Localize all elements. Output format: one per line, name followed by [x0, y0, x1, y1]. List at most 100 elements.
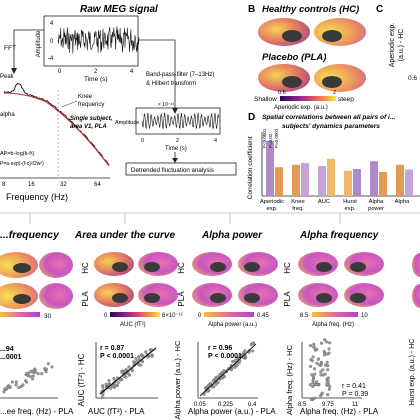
freq-xlabel: Alpha freq. (Hz) - PLA	[300, 407, 379, 416]
freq-pla-label: PLA	[283, 291, 292, 307]
power-brain-pla-left	[192, 283, 232, 307]
scatter-point	[202, 392, 206, 396]
scatter-point	[107, 378, 111, 383]
freq-cb-min: 8.5	[300, 313, 309, 319]
raw-time-tick-0: 0	[58, 69, 62, 75]
scatter-point	[235, 356, 239, 360]
auc-brain-pla-right	[138, 283, 178, 307]
raw-time-label: Time (s)	[84, 76, 108, 83]
scatter-point	[309, 344, 313, 348]
scatter-point	[10, 380, 14, 384]
annotation-p3: P=0.0001	[274, 128, 279, 148]
scatter-point	[310, 359, 314, 363]
power-r: r = 0.96	[208, 345, 232, 352]
scatter-point	[308, 383, 312, 387]
bandpass-label: Band-pass-filter (7–13Hz)	[146, 72, 214, 78]
scatter-point	[215, 375, 219, 379]
scatter-point	[321, 368, 325, 372]
panel-c-letter: C	[376, 4, 383, 15]
auc-brain-hc-right	[138, 252, 178, 276]
pla-brain-left	[258, 64, 310, 92]
correlation-bar	[353, 169, 361, 196]
power-cb-label: Alpha power (a.u.)	[208, 322, 257, 328]
peak-label: Peak	[0, 74, 15, 80]
scatter-point	[40, 372, 44, 376]
filtered-signal-box	[135, 107, 221, 135]
panel-d-ylabel: Correlation coefficient	[247, 136, 254, 199]
power-p: P < 0.0001	[208, 353, 242, 360]
scatter-point	[107, 382, 111, 386]
scatter-point	[100, 396, 104, 400]
power-title: Alpha power	[201, 230, 263, 241]
knee-r: ...94	[0, 346, 14, 353]
scatter-point	[320, 391, 324, 395]
scatter-point	[8, 385, 12, 389]
scatter-point	[124, 367, 128, 372]
panel-d-category-label: exp.	[345, 206, 356, 212]
scatter-point	[44, 370, 48, 374]
knee-colorbar	[0, 312, 40, 317]
scatter-point	[235, 363, 239, 367]
scatter-point	[24, 379, 28, 383]
scatter-point	[320, 361, 324, 365]
panel-d-category-label: freq.	[292, 206, 304, 212]
power-xtick-2: 0.4	[248, 402, 257, 408]
panel-d-bars	[266, 140, 413, 196]
scatter-point	[14, 380, 18, 384]
scatter-point	[243, 349, 247, 353]
auc-cb-min: 0	[104, 313, 108, 319]
spectrum-x-label: Frequency (Hz)	[6, 192, 68, 202]
power-xlabel: Alpha power (a.u.) - PLA	[188, 407, 276, 416]
freq-xtick-0: 8.5	[298, 402, 307, 408]
scatter-point	[44, 367, 48, 371]
power-colorbar	[204, 312, 254, 317]
freq-brain-pla-right	[344, 283, 384, 307]
knee-brain-hc	[0, 252, 38, 278]
panel-c-ylabel-1: Aperiodic exp.	[389, 23, 396, 67]
scatter-point	[326, 368, 330, 372]
auc-cb-label: AUC (fT²)	[120, 322, 146, 328]
scatter-point	[141, 360, 145, 364]
colorbar-tick-0: 0.6	[278, 90, 286, 96]
raw-amp-label: Amplitude	[36, 30, 42, 57]
hurst-ylabel: Hurst exp. (a.u.) - HC	[409, 339, 416, 406]
fft-arrow	[13, 29, 44, 70]
panel-b-letter: B	[248, 4, 255, 15]
scatter-point	[325, 340, 329, 344]
scatter-point	[326, 393, 330, 397]
filtered-time-tick-0: 0	[141, 138, 144, 144]
scatter-point	[326, 364, 330, 368]
scatter-point	[233, 365, 237, 369]
freq-r: r = 0.41	[342, 383, 366, 390]
scatter-point	[137, 363, 141, 367]
scatter-point	[325, 352, 329, 356]
fft-label: FFT	[4, 45, 16, 52]
scatter-point	[214, 382, 218, 386]
scatter-point	[36, 372, 40, 376]
scatter-point	[50, 365, 54, 369]
raw-amp-tick-mid: 0	[50, 39, 54, 45]
hilbert-label: & Hilbert transform	[146, 81, 196, 87]
scatter-point	[251, 349, 255, 353]
freq-p: P = 0.39	[342, 391, 368, 398]
knee-label: Knee	[78, 94, 93, 100]
filtered-time-tick-4: 4	[214, 138, 217, 144]
scatter-point	[312, 342, 316, 346]
auc-p: P < 0.0001	[100, 353, 134, 360]
freq-cb-max: 10	[361, 313, 368, 319]
scatter-point	[112, 385, 117, 389]
scatter-point	[206, 384, 210, 388]
filtered-amp-label: Amplitude	[115, 120, 139, 126]
scatter-point	[323, 372, 327, 376]
annotation-p2: P=0.02	[268, 133, 273, 148]
raw-time-tick-2: 2	[94, 69, 98, 75]
scatter-point	[222, 369, 226, 373]
scatter-point	[14, 383, 18, 387]
hurst-brain-pla	[412, 284, 420, 308]
colorbar-label: Aperiodic exp. (a.u.)	[274, 105, 328, 111]
panel-d-title-2: subjects' dynamics parameters	[282, 123, 380, 130]
scatter-point	[328, 385, 332, 389]
scatter-point	[134, 357, 138, 361]
